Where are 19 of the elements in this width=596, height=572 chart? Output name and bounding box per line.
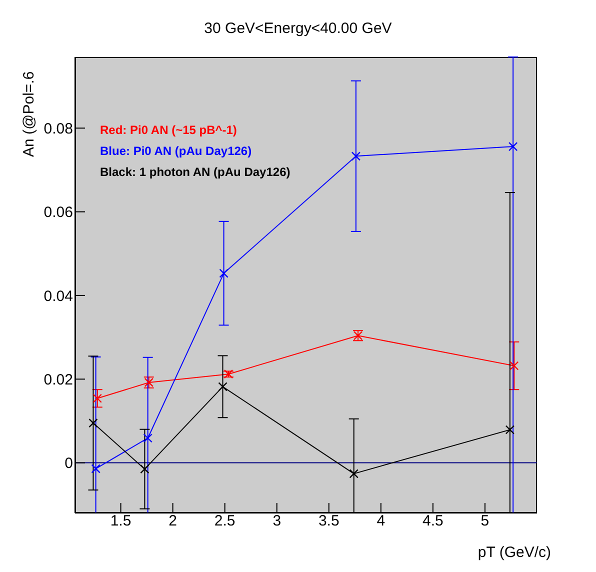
y-tick-label: 0.02 [44,371,73,388]
x-tick-label: 5 [480,512,490,530]
text: Red: Pi0 AN (~15 pB^-1) [100,122,238,139]
y-axis-title: An (@Pol=.6 [20,71,38,157]
text: Black: 1 photon AN (pAu Day126) [100,164,290,181]
x-tick-label: 4.5 [422,512,444,530]
y-tick-label: 0.08 [44,120,73,138]
y-tick-label: 0 [64,455,73,472]
x-tick-label: 4 [376,512,386,530]
x-tick-label: 3.5 [318,512,340,530]
y-tick-label: 0.06 [44,204,73,222]
text: Blue: Pi0 AN (pAu Day126) [100,143,253,160]
x-axis-title: pT (GeV/c) [478,544,551,561]
chart-title: 30 GeV<Energy<40.00 GeV [203,20,393,37]
x-tick-label: 2.5 [214,512,236,530]
x-tick-label: 3 [272,512,282,530]
y-tick-label: 0.04 [44,288,73,305]
x-tick-label: 1.5 [110,512,132,530]
x-tick-label: 2 [168,512,177,530]
